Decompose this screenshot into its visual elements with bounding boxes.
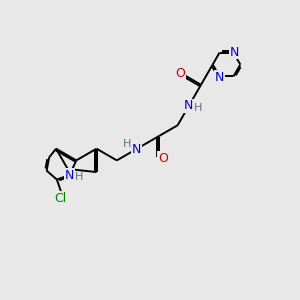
Text: N: N — [215, 70, 224, 84]
Text: N: N — [64, 169, 74, 182]
Text: N: N — [230, 46, 239, 59]
Text: H: H — [75, 172, 83, 182]
Text: H: H — [122, 139, 131, 149]
Text: O: O — [158, 152, 168, 165]
Text: N: N — [132, 143, 141, 156]
Text: Cl: Cl — [54, 192, 66, 205]
Text: N: N — [184, 99, 194, 112]
Text: O: O — [175, 67, 185, 80]
Text: H: H — [194, 103, 202, 113]
